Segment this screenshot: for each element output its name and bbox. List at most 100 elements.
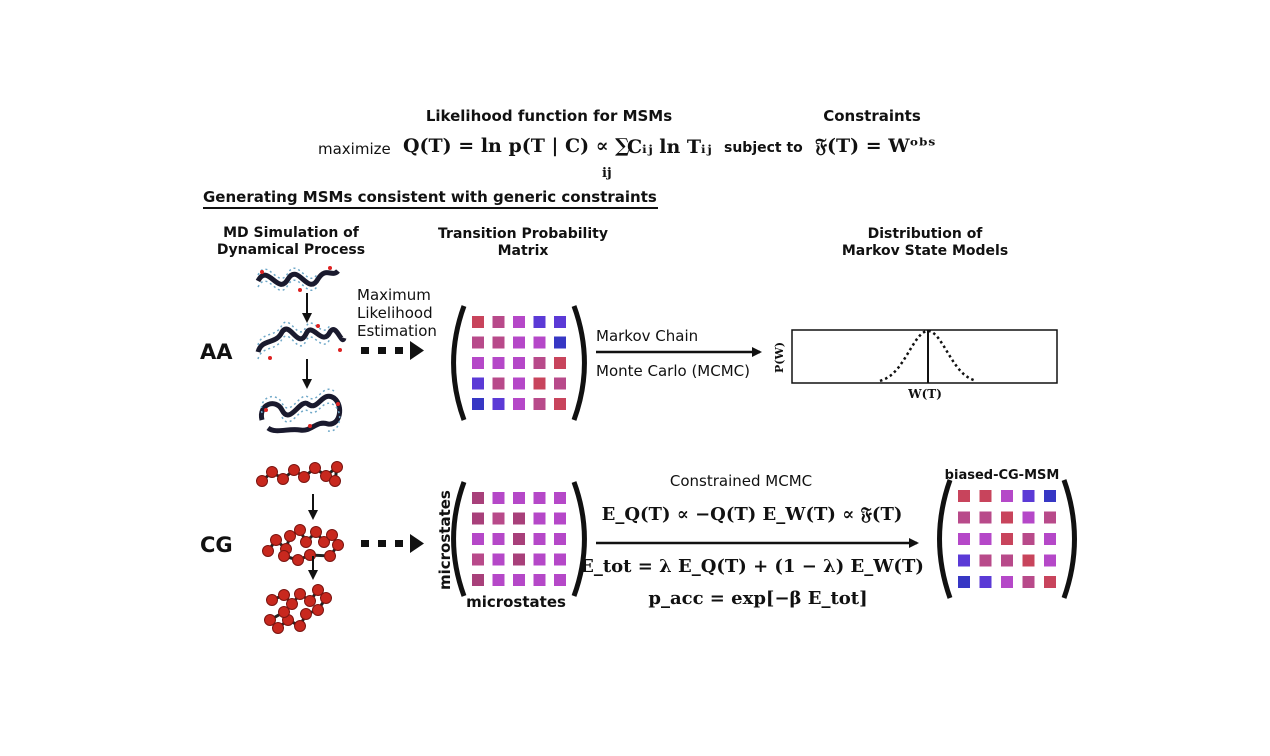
matrix-cell [533,492,546,504]
cg-dotted-arrow [361,534,424,553]
matrix-cell [554,512,566,525]
constrained-mcmc-title: Constrained MCMC [669,472,813,490]
constraints-title: Constraints [823,107,921,125]
cg-bead-chain-1 [256,461,343,487]
matrix-cell [513,316,525,328]
mle-label: Maximum Likelihood Estimation [357,286,437,340]
maximize-label: maximize [318,140,391,158]
mcmc-line-2: Monte Carlo (MCMC) [596,362,750,380]
matrix-cell [513,574,525,586]
matrix-cell [513,553,525,566]
md-simulation-line-1: MD Simulation of [223,225,359,241]
mle-line-1: Maximum [357,286,431,304]
matrix-cell [492,336,505,349]
matrix-cell [554,492,566,504]
matrix-cell [979,533,992,545]
matrix-cell [472,492,484,504]
matrix-cell [1022,576,1035,588]
matrix-cell [472,316,484,328]
matrix-cell [533,316,546,328]
matrix-cell [554,336,566,349]
matrix-cell [533,512,546,525]
matrix-cell [472,533,484,545]
matrix-cell [472,398,484,410]
matrix-cell [513,357,525,369]
matrix-cell [533,574,546,586]
matrix-cell [513,492,525,504]
matrix-cell [492,398,505,410]
aa-protein-snapshot-3 [258,388,343,434]
aa-protein-snapshot-1 [255,266,340,292]
matrix-cell [554,533,566,545]
matrix-cell [554,398,566,410]
matrix-cell [1044,576,1056,588]
matrix-cell [533,336,546,349]
distribution-plot-frame [791,329,1058,384]
matrix-cell [979,576,992,588]
matrix-cell [1001,511,1013,524]
aa-dotted-arrow [361,341,424,360]
microstates-x-label: microstates [466,593,566,611]
transition-matrix-title: Transition Probability Matrix [438,226,608,260]
matrix-cell [554,357,566,369]
section-title: Generating MSMs consistent with generic … [203,188,657,206]
subject-to-label: subject to [724,140,803,156]
matrix-cell [533,553,546,566]
matrix-cell [958,533,970,545]
matrix-cell [958,490,970,502]
matrix-cell [472,377,484,390]
mcmc-line-1: Markov Chain [596,327,699,345]
matrix-cell [492,357,505,369]
matrix-cell [1001,554,1013,567]
mle-line-2: Likelihood [357,304,433,322]
total-energy-equation: E_tot = λ E_Q(T) + (1 − λ) E_W(T) [580,556,924,577]
matrix-cell [513,398,525,410]
likelihood-formula: Q(T) = ln p(T | C) ∝ ∑ [403,135,630,157]
transition-matrix-line-1: Transition Probability [438,226,608,242]
md-simulation-title: MD Simulation of Dynamical Process [217,225,365,259]
matrix-cell [533,398,546,410]
acceptance-equation: p_acc = exp[−β E_tot] [648,588,868,609]
matrix-cell [958,576,970,588]
matrix-cell [513,512,525,525]
distribution-curve [879,329,977,383]
matrix-cell [979,554,992,567]
mle-line-3: Estimation [357,322,437,340]
aa-protein-snapshot-2 [255,321,347,360]
energy-equation: E_Q(T) ∝ −Q(T) E_W(T) ∝ 𝔉(T) [601,504,903,525]
matrix-cell [513,377,525,390]
cg-bead-chain-3 [264,584,332,634]
distribution-line-2: Markov State Models [841,243,1009,259]
distribution-title: Distribution of Markov State Models [842,226,1008,260]
matrix-cell [472,574,484,586]
cg-row-label: CG [200,533,233,557]
transition-matrix-line-2: Matrix [497,243,549,259]
matrix-cell [533,377,546,390]
matrix-cell [1001,533,1013,545]
matrix-cell [958,554,970,567]
constraint-formula: 𝔉(T) = Wᵒᵇˢ [815,135,936,157]
matrix-cell [554,316,566,328]
matrix-cell [554,377,566,390]
likelihood-title: Likelihood function for MSMs [425,107,673,125]
matrix-cell [472,336,484,349]
distribution-line-1: Distribution of [867,226,983,242]
matrix-cell [1022,533,1035,545]
matrix-cell [554,574,566,586]
likelihood-sum-index: ij [602,166,612,181]
matrix-cell [1001,576,1013,588]
biased-cg-msm-label: biased-CG-MSM [944,468,1060,483]
matrix-cell [554,553,566,566]
cg-transition-matrix [451,481,587,597]
matrix-cell [492,553,505,566]
matrix-cell [492,492,505,504]
matrix-cell [472,553,484,566]
matrix-cell [979,511,992,524]
matrix-cell [472,357,484,369]
matrix-cell [513,533,525,545]
matrix-cell [1044,554,1056,567]
matrix-cell [492,574,505,586]
matrix-cell [1022,554,1035,567]
